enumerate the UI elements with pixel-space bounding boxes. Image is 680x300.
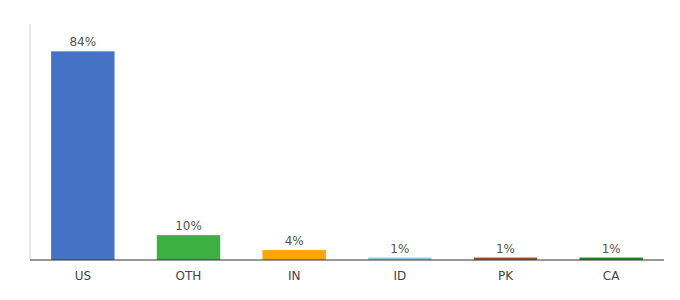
chart: 84% 10% 4% 1% 1% 1% US OTH IN ID PK CA xyxy=(0,0,680,300)
y-axis-line xyxy=(30,24,31,260)
x-tick-label: US xyxy=(75,269,91,283)
data-label: 1% xyxy=(602,242,621,256)
bars xyxy=(51,51,643,260)
bar xyxy=(157,235,220,260)
bar xyxy=(51,51,114,260)
x-axis-line xyxy=(30,260,664,261)
x-tick-label: IN xyxy=(288,269,301,283)
x-tick-label: CA xyxy=(603,269,620,283)
chart-container: 84% 10% 4% 1% 1% 1% US OTH IN ID PK CA xyxy=(0,0,680,300)
bar xyxy=(262,250,325,260)
data-label: 1% xyxy=(390,242,409,256)
data-label: 84% xyxy=(69,35,96,49)
data-label: 4% xyxy=(285,234,304,248)
data-label: 10% xyxy=(175,219,202,233)
x-tick-label: PK xyxy=(498,269,514,283)
x-tick-label: OTH xyxy=(176,269,202,283)
data-label: 1% xyxy=(496,242,515,256)
x-tick-label: ID xyxy=(393,269,406,283)
